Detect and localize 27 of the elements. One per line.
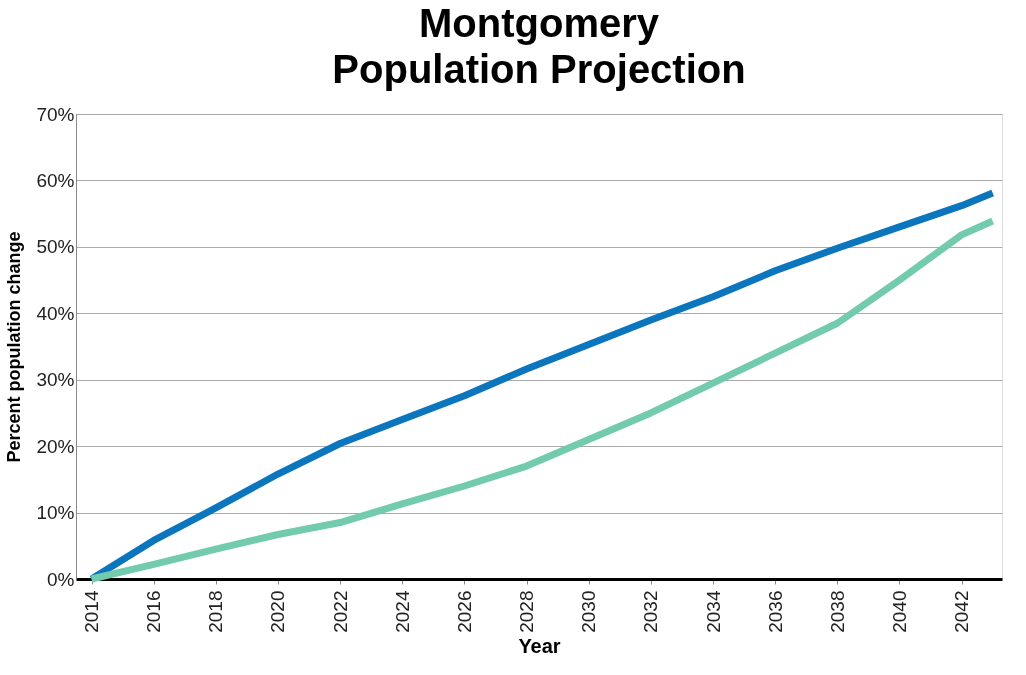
- y-tick-label: 20%: [36, 435, 75, 457]
- y-tick-label: 60%: [36, 169, 75, 191]
- text: Montgomery: [419, 1, 659, 45]
- x-tick-label: 2018: [205, 590, 227, 633]
- y-tick-label: 50%: [36, 236, 75, 258]
- y-tick-label: 40%: [36, 302, 75, 324]
- x-tick-label: 2032: [640, 590, 662, 633]
- y-tick-label: 10%: [36, 502, 75, 524]
- y-tick-label: 30%: [36, 369, 75, 391]
- x-tick-label: 2040: [888, 590, 910, 633]
- x-tick-label: 2014: [81, 590, 103, 633]
- y-tick-label: 70%: [36, 103, 75, 125]
- y-axis-title: Percent population change: [4, 231, 25, 463]
- x-tick-label: 2022: [329, 590, 351, 633]
- x-tick-label: 2020: [267, 590, 289, 633]
- x-tick-label: 2042: [951, 590, 973, 633]
- x-tick-label: 2028: [516, 590, 538, 633]
- x-tick-label: 2038: [826, 590, 848, 633]
- x-tick-label: 2016: [143, 590, 165, 633]
- x-tick-label: 2036: [764, 590, 786, 633]
- x-tick-label: 2030: [578, 590, 600, 633]
- x-tick-label: 2034: [702, 590, 724, 633]
- y-tick-label: 0%: [47, 568, 75, 590]
- x-axis-title: Year: [518, 634, 561, 657]
- x-tick-label: 2026: [453, 590, 475, 633]
- text: Population Projection: [332, 47, 746, 91]
- x-tick-label: 2024: [391, 590, 413, 633]
